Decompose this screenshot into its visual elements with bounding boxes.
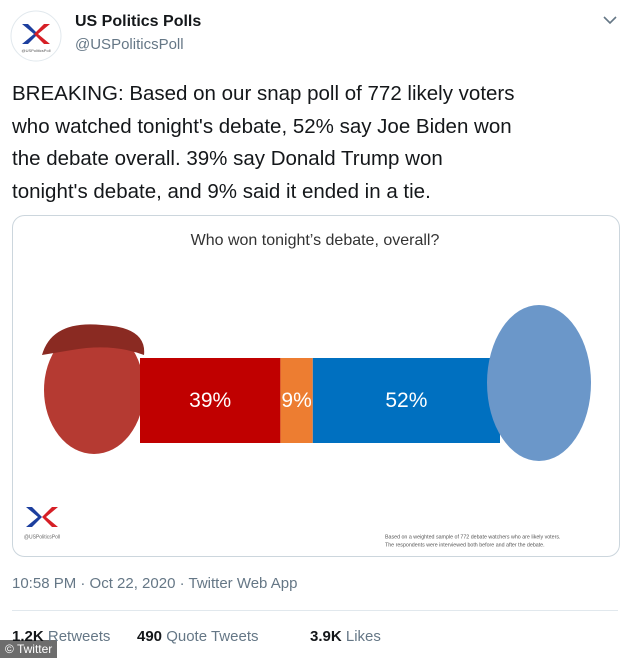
footnote: The respondents were interviewed both be… [385, 542, 545, 548]
tweet-text-line: the debate overall. 39% say Donald Trump… [12, 147, 443, 170]
trump-photo [44, 326, 144, 454]
tweet-text-line: who watched tonight's debate, 52% say Jo… [12, 114, 512, 138]
biden-photo [487, 305, 591, 461]
stat-count[interactable]: 1.2K [12, 628, 44, 645]
value-label: 39% [189, 389, 231, 412]
bar-segment [312, 358, 500, 443]
bar-segment [140, 358, 281, 443]
author-name[interactable]: US Politics Polls [75, 13, 202, 30]
tweet-text-line: tonight's debate, and 9% said it ended i… [12, 179, 431, 203]
author-handle[interactable]: @USPoliticsPoll [75, 36, 184, 53]
value-label: 52% [385, 389, 427, 412]
caret[interactable] [602, 14, 618, 26]
chart-card: Who won tonight’s debate, overall? 39% 9%… [12, 215, 620, 557]
stat-count[interactable]: 490 [137, 628, 163, 645]
chart-title: Who won tonight’s debate, overall? [191, 232, 440, 249]
avatar-text: @USPoliticsPoll [22, 48, 51, 53]
timestamp[interactable]: 10:58 PM · Oct 22, 2020 · Twitter Web Ap… [12, 575, 298, 592]
stat[interactable]: 1.2K Retweets [12, 628, 110, 645]
stat-label[interactable]: Retweets [47, 628, 111, 645]
avatar: @USPoliticsPoll [10, 10, 62, 62]
tweet-text-line: BREAKING: Based on our snap poll of 772 … [12, 82, 515, 105]
footnote: Based on a weighted sample of 772 debate… [385, 534, 561, 540]
logo-text: @USPoliticsPoll [24, 534, 60, 540]
stat[interactable]: 490 Quote Tweets [137, 628, 258, 645]
stat-count[interactable]: 3.9K [310, 628, 342, 645]
value-label: 9% [281, 389, 311, 412]
watermark: © Twitter [0, 640, 58, 658]
stat[interactable]: 3.9K Likes [310, 628, 381, 645]
bar-segment [280, 358, 313, 443]
divider [12, 610, 618, 611]
stat-label[interactable]: Likes [345, 628, 381, 645]
stat-label[interactable]: Quote Tweets [166, 628, 259, 645]
